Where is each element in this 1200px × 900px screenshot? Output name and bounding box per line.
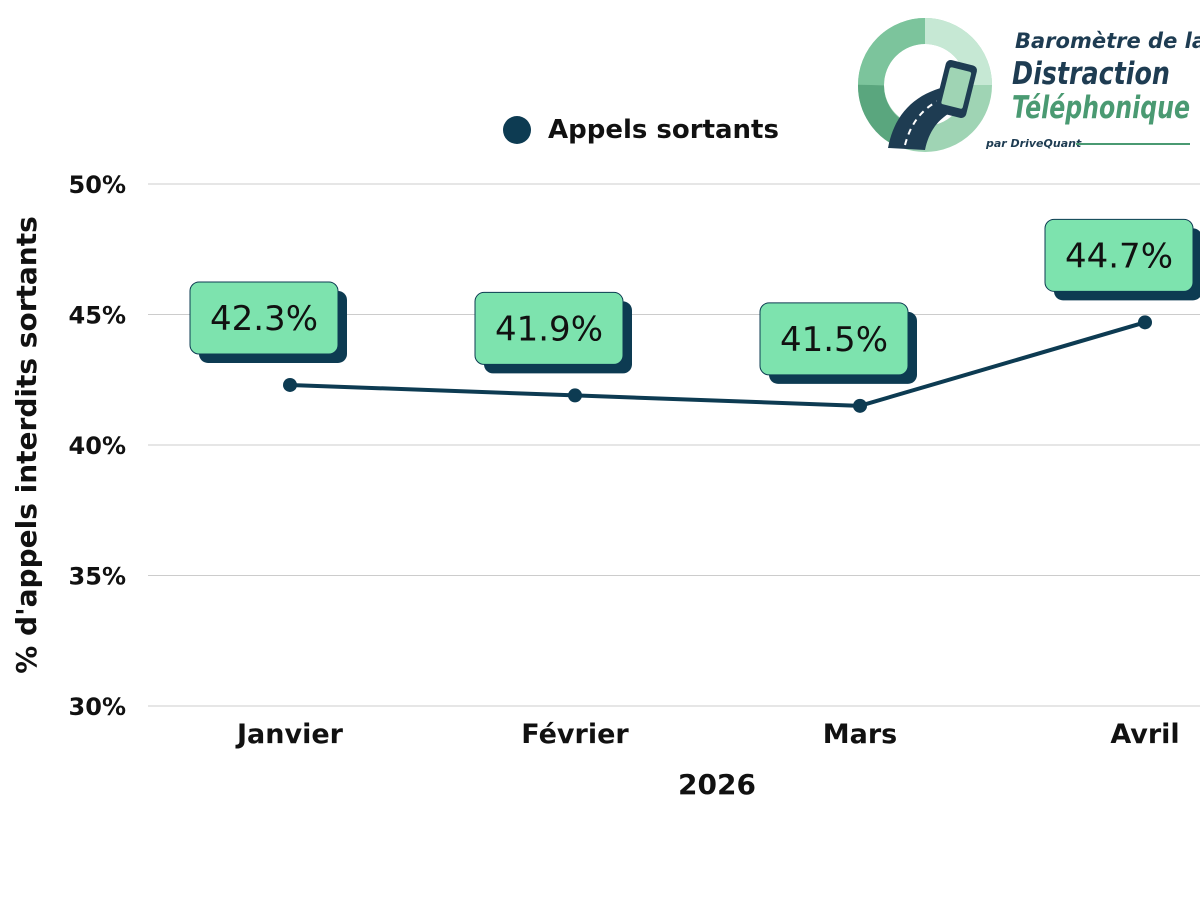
data-point	[1138, 315, 1152, 330]
data-label-box	[1044, 218, 1194, 292]
x-tick-label: Janvier	[235, 719, 344, 750]
data-label-text: 41.9%	[495, 309, 603, 349]
data-point	[853, 398, 867, 413]
logo-line-3: Téléphonique	[1012, 90, 1190, 126]
y-tick-label: 35%	[69, 563, 126, 591]
y-tick-label: 50%	[69, 171, 126, 199]
logo: Baromètre de la Distraction Téléphonique…	[858, 18, 1200, 152]
logo-line-4: par DriveQuant	[985, 137, 1082, 150]
x-tick-label: Mars	[823, 719, 897, 750]
data-labels: 42.3% 41.9% 41.5% 44.7%	[189, 218, 1200, 384]
data-label-text: 42.3%	[210, 299, 318, 339]
data-point	[283, 377, 297, 392]
data-point	[568, 388, 582, 403]
data-label-text: 44.7%	[1065, 236, 1173, 276]
legend-marker	[503, 116, 531, 144]
x-axis-ticks: Janvier Février Mars Avril	[235, 719, 1180, 750]
data-label-box	[474, 291, 624, 365]
x-tick-label: Avril	[1110, 719, 1179, 750]
data-label: 41.5%	[759, 302, 917, 384]
legend-label: Appels sortants	[548, 115, 779, 145]
data-label: 42.3%	[189, 281, 347, 363]
data-label-box	[189, 281, 339, 355]
y-axis-ticks: 30% 35% 40% 45% 50%	[69, 171, 126, 721]
y-tick-label: 30%	[69, 693, 126, 721]
y-tick-label: 45%	[69, 302, 126, 330]
x-tick-label: Février	[521, 719, 629, 750]
logo-line-1: Baromètre de la	[1015, 29, 1200, 53]
x-axis-title: 2026	[678, 768, 756, 801]
logo-emblem	[858, 18, 992, 152]
data-label-box	[759, 302, 909, 376]
gridlines	[148, 183, 1200, 707]
data-label: 41.9%	[474, 291, 632, 374]
legend: Appels sortants	[503, 115, 779, 145]
data-label-text: 41.5%	[780, 320, 888, 360]
logo-line-2: Distraction	[1012, 56, 1170, 92]
y-axis-title: % d'appels interdits sortants	[10, 216, 43, 674]
y-tick-label: 40%	[69, 432, 126, 460]
data-label: 44.7%	[1044, 218, 1200, 301]
series-layer	[283, 315, 1152, 413]
series-line	[289, 320, 1146, 408]
